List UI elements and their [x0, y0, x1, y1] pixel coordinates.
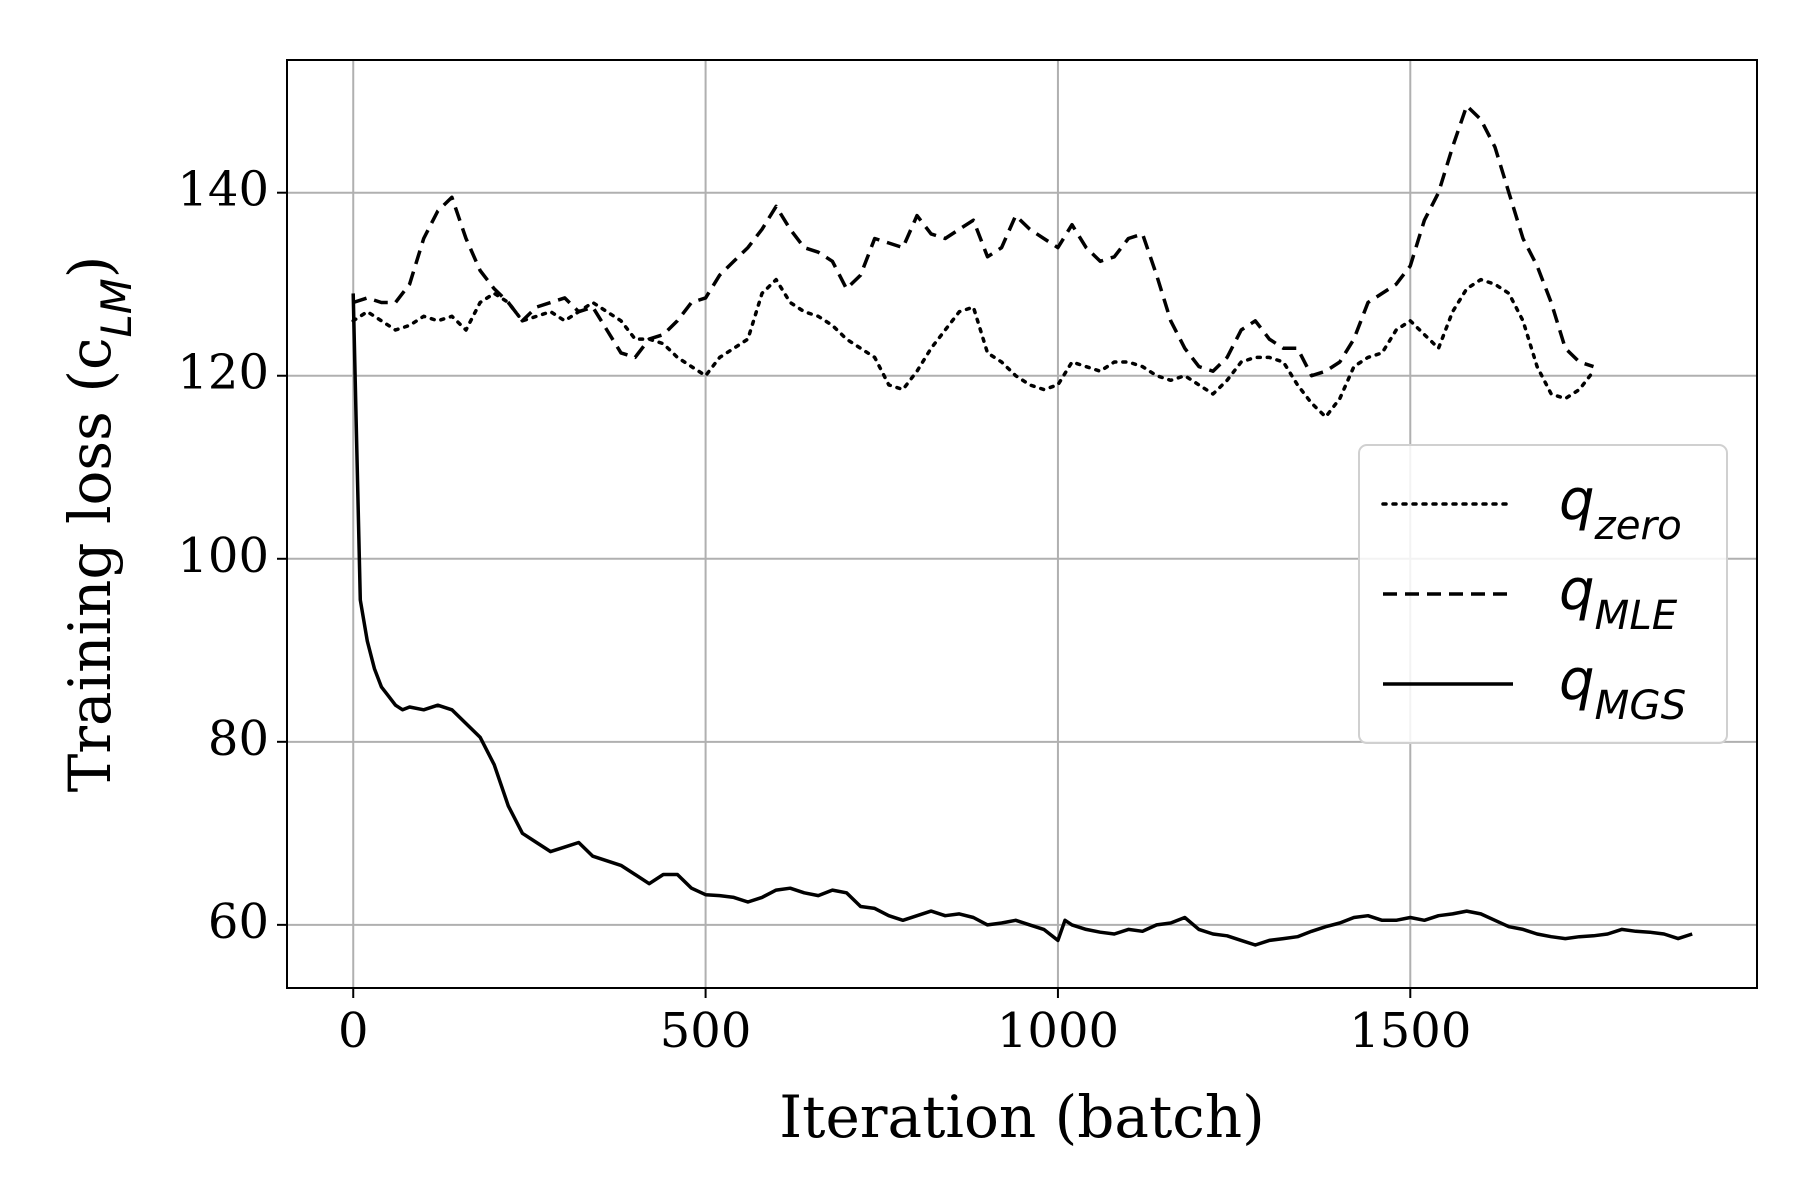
- y-tick-label: 100: [177, 527, 269, 583]
- x-tick-label: 0: [338, 1003, 369, 1059]
- legend-label: qMGS: [1559, 648, 1686, 728]
- x-tick-label: 1000: [997, 1003, 1119, 1059]
- y-tick-label: 120: [177, 344, 269, 400]
- data-line: [351, 293, 1693, 947]
- y-axis-label: Training loss (cLM): [56, 256, 141, 793]
- data-line: [351, 277, 1596, 419]
- x-axis-label: Iteration (batch): [779, 1083, 1265, 1151]
- plot-frame: [286, 59, 1758, 989]
- data-line: [352, 104, 1595, 378]
- y-tick-label: 140: [177, 161, 269, 217]
- y-tick-label: 80: [208, 710, 269, 766]
- legend-label: qzero: [1559, 468, 1682, 548]
- x-tick-label: 1500: [1349, 1003, 1471, 1059]
- legend-box: [1358, 444, 1728, 744]
- legend-label: qMLE: [1559, 558, 1678, 638]
- y-tick-label: 60: [208, 893, 269, 949]
- x-tick-label: 500: [660, 1003, 752, 1059]
